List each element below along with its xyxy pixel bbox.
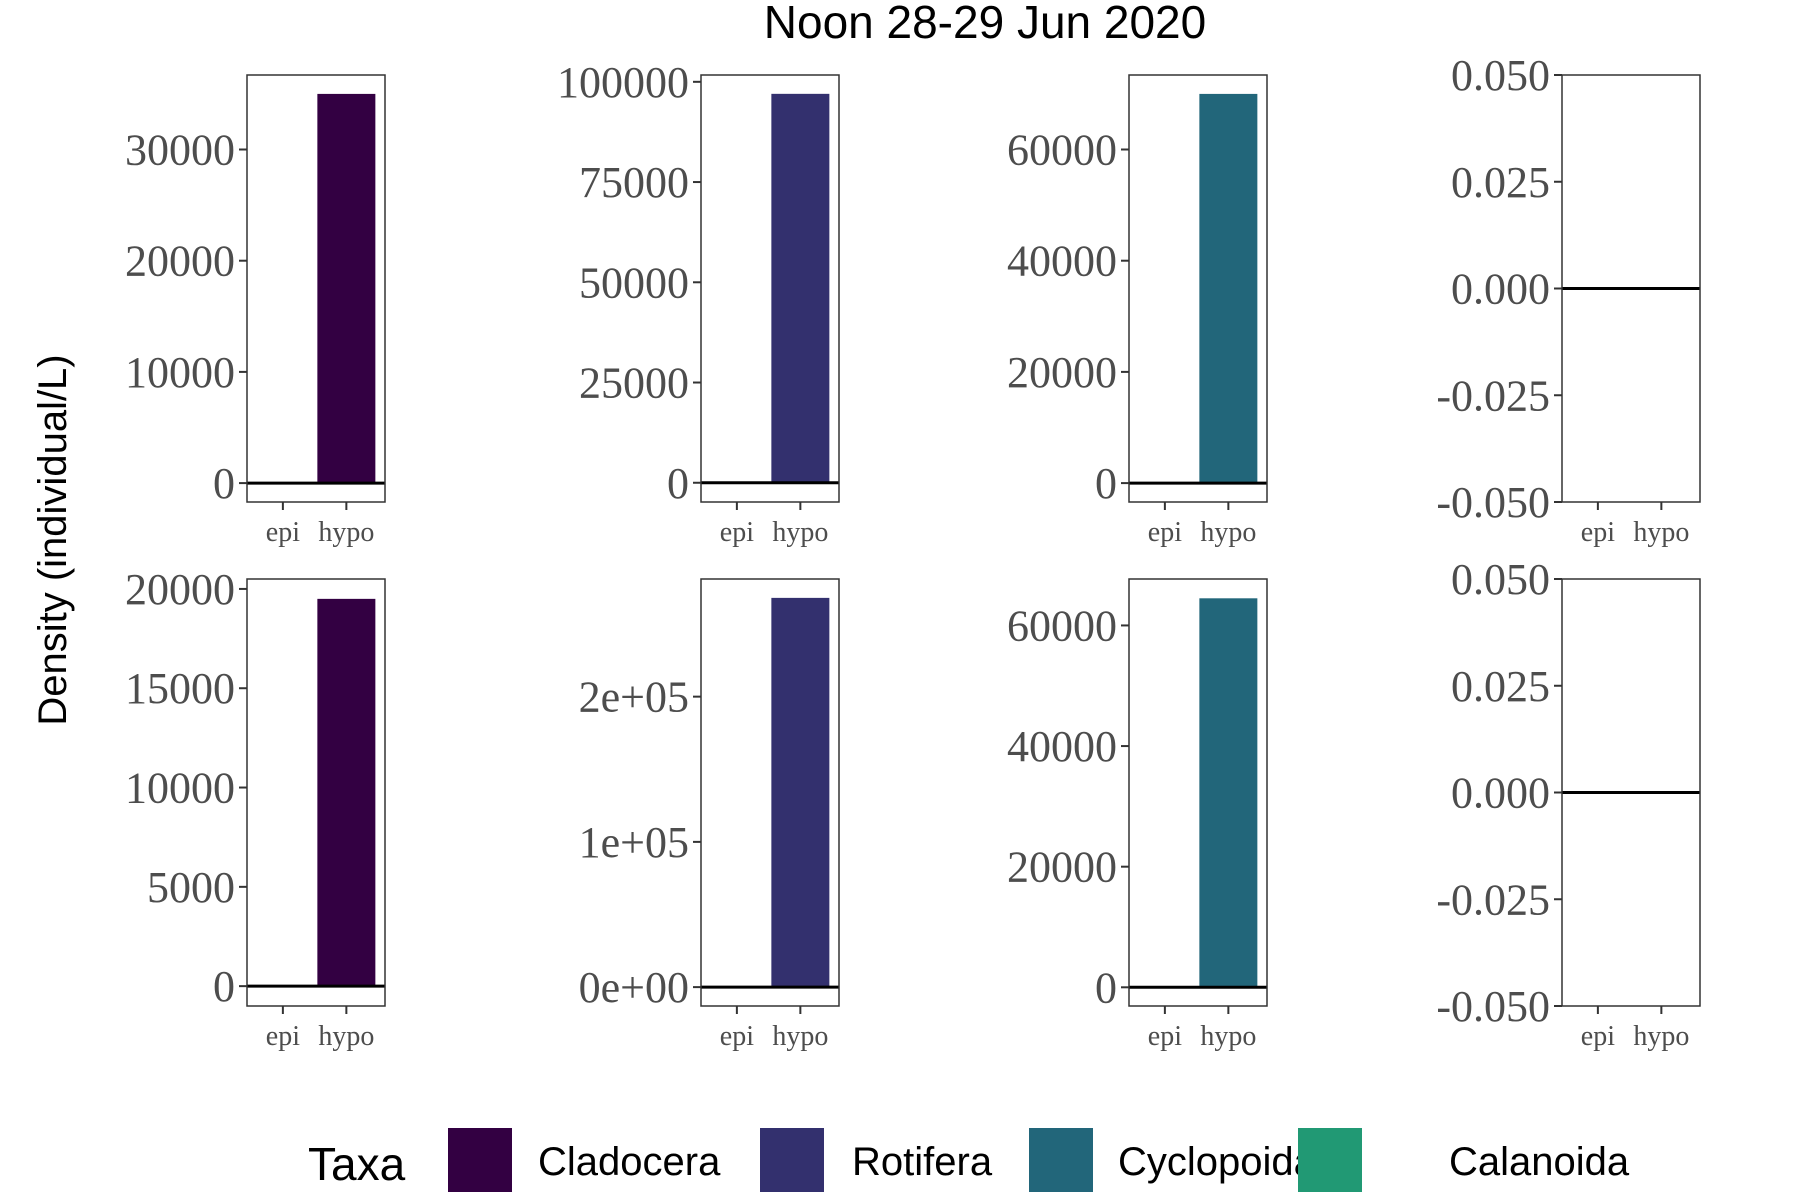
y-tick-label: 0 bbox=[213, 962, 235, 1011]
x-tick-label-hypo: hypo bbox=[1633, 517, 1689, 548]
y-tick-label: 0.050 bbox=[1451, 555, 1550, 604]
y-tick-label: 30000 bbox=[125, 126, 235, 175]
y-tick-label: 10000 bbox=[125, 764, 235, 813]
y-tick-label: -0.050 bbox=[1436, 982, 1550, 1031]
panel-cladocera-row1: 0 10000 20000 30000 epi hypo bbox=[125, 74, 386, 548]
panel-border bbox=[1128, 74, 1268, 503]
x-tick-label-epi: epi bbox=[720, 1021, 754, 1052]
legend-key-rotifera bbox=[760, 1128, 824, 1192]
bar-hypo-cladocera bbox=[317, 93, 376, 484]
x-tick-label-hypo: hypo bbox=[318, 1021, 374, 1052]
y-tick-label: 20000 bbox=[125, 565, 235, 614]
x-tick-label-epi: epi bbox=[266, 517, 300, 548]
panel-cyclopoida-row2: 0 20000 40000 60000 epi hypo bbox=[1007, 578, 1268, 1052]
panel-rotifera-row2: 0e+00 1e+05 2e+05 epi hypo bbox=[579, 578, 840, 1052]
x-tick-label-hypo: hypo bbox=[772, 517, 828, 548]
bar-hypo-rotifera bbox=[771, 93, 830, 483]
y-tick-label: 100000 bbox=[557, 58, 689, 107]
x-tick-label-epi: epi bbox=[1148, 517, 1182, 548]
panel-cladocera-row2: 0 5000 10000 15000 20000 epi hypo bbox=[125, 565, 386, 1052]
bar-hypo-cladocera bbox=[317, 598, 376, 987]
bar-hypo-cyclopoida bbox=[1199, 598, 1258, 988]
y-tick-label: -0.050 bbox=[1436, 478, 1550, 527]
panel-border bbox=[700, 74, 840, 503]
legend: Taxa Cladocera Rotifera Cyclopoida Calanoid… bbox=[308, 1128, 1630, 1192]
y-tick-label: 20000 bbox=[1007, 348, 1117, 397]
panel-calanoida-row1: -0.050 -0.025 0.000 0.025 0.050 epi hypo bbox=[1436, 51, 1701, 548]
y-tick-label: 50000 bbox=[579, 258, 689, 307]
y-tick-label: 0 bbox=[667, 459, 689, 508]
legend-label-rotifera: Rotifera bbox=[852, 1140, 993, 1184]
y-tick-label: 0.025 bbox=[1451, 662, 1550, 711]
legend-label-cyclopoida: Cyclopoida bbox=[1118, 1140, 1317, 1184]
x-tick-label-epi: epi bbox=[720, 517, 754, 548]
x-tick-label-hypo: hypo bbox=[772, 1021, 828, 1052]
y-tick-label: 0.050 bbox=[1451, 51, 1550, 100]
y-tick-label: 20000 bbox=[125, 237, 235, 286]
legend-label-cladocera: Cladocera bbox=[538, 1140, 721, 1184]
y-tick-label: 0 bbox=[1095, 459, 1117, 508]
y-tick-label: 60000 bbox=[1007, 126, 1117, 175]
y-axis-label: Density (individual/L) bbox=[31, 354, 75, 725]
y-tick-label: 0.025 bbox=[1451, 158, 1550, 207]
panel-border bbox=[246, 578, 386, 1007]
y-tick-label: 25000 bbox=[579, 359, 689, 408]
legend-key-calanoida bbox=[1298, 1128, 1362, 1192]
y-tick-label: 0.000 bbox=[1451, 265, 1550, 314]
y-tick-label: 10000 bbox=[125, 348, 235, 397]
y-tick-label: 15000 bbox=[125, 664, 235, 713]
legend-title: Taxa bbox=[308, 1138, 406, 1190]
y-tick-label: 75000 bbox=[579, 158, 689, 207]
y-tick-label: -0.025 bbox=[1436, 371, 1550, 420]
y-tick-label: 0.000 bbox=[1451, 769, 1550, 818]
y-tick-label: 40000 bbox=[1007, 237, 1117, 286]
x-tick-label-hypo: hypo bbox=[318, 517, 374, 548]
x-tick-label-hypo: hypo bbox=[1200, 1021, 1256, 1052]
bar-hypo-rotifera bbox=[771, 597, 830, 988]
y-tick-label: 40000 bbox=[1007, 722, 1117, 771]
x-tick-label-epi: epi bbox=[1581, 1021, 1615, 1052]
legend-key-cladocera bbox=[448, 1128, 512, 1192]
x-tick-label-epi: epi bbox=[1148, 1021, 1182, 1052]
y-tick-label: 1e+05 bbox=[579, 818, 689, 867]
y-tick-label: 0e+00 bbox=[579, 963, 689, 1012]
y-tick-label: 20000 bbox=[1007, 843, 1117, 892]
x-tick-label-hypo: hypo bbox=[1200, 517, 1256, 548]
panel-border bbox=[1128, 578, 1268, 1007]
bar-hypo-cyclopoida bbox=[1199, 93, 1258, 484]
x-tick-label-hypo: hypo bbox=[1633, 1021, 1689, 1052]
y-tick-label: -0.025 bbox=[1436, 875, 1550, 924]
y-tick-label: 2e+05 bbox=[579, 673, 689, 722]
y-tick-label: 60000 bbox=[1007, 601, 1117, 650]
panel-cyclopoida-row1: 0 20000 40000 60000 epi hypo bbox=[1007, 74, 1268, 548]
chart-title: Noon 28-29 Jun 2020 bbox=[764, 0, 1206, 48]
x-tick-label-epi: epi bbox=[266, 1021, 300, 1052]
panel-border bbox=[700, 578, 840, 1007]
legend-label-calanoida: Calanoida bbox=[1449, 1140, 1630, 1184]
y-tick-label: 0 bbox=[1095, 963, 1117, 1012]
y-tick-label: 0 bbox=[213, 459, 235, 508]
panel-calanoida-row2: -0.050 -0.025 0.000 0.025 0.050 epi hypo bbox=[1436, 555, 1701, 1052]
panel-rotifera-row1: 0 25000 50000 75000 100000 epi hypo bbox=[557, 58, 840, 548]
y-tick-label: 5000 bbox=[147, 863, 235, 912]
panel-border bbox=[246, 74, 386, 503]
legend-key-cyclopoida bbox=[1029, 1128, 1093, 1192]
x-tick-label-epi: epi bbox=[1581, 517, 1615, 548]
